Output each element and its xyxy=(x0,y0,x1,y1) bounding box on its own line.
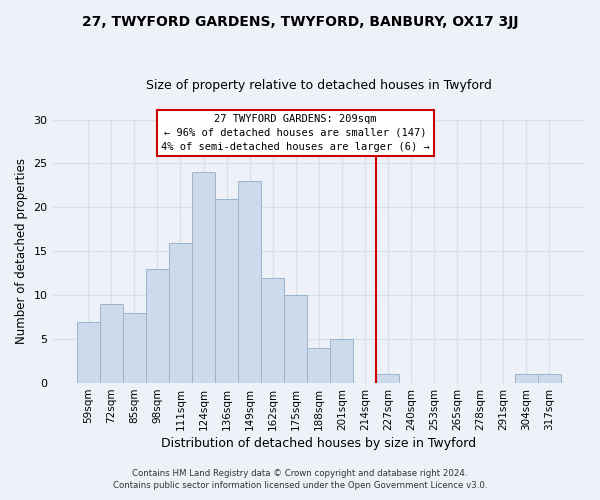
Bar xyxy=(284,295,307,383)
Bar xyxy=(515,374,538,383)
X-axis label: Distribution of detached houses by size in Twyford: Distribution of detached houses by size … xyxy=(161,437,476,450)
Bar xyxy=(238,181,261,383)
Bar xyxy=(215,198,238,383)
Bar xyxy=(169,242,192,383)
Y-axis label: Number of detached properties: Number of detached properties xyxy=(15,158,28,344)
Bar xyxy=(376,374,400,383)
Text: 27, TWYFORD GARDENS, TWYFORD, BANBURY, OX17 3JJ: 27, TWYFORD GARDENS, TWYFORD, BANBURY, O… xyxy=(82,15,518,29)
Bar xyxy=(192,172,215,383)
Bar xyxy=(100,304,123,383)
Bar xyxy=(330,339,353,383)
Title: Size of property relative to detached houses in Twyford: Size of property relative to detached ho… xyxy=(146,79,492,92)
Bar xyxy=(261,278,284,383)
Bar xyxy=(77,322,100,383)
Bar xyxy=(123,313,146,383)
Bar xyxy=(538,374,561,383)
Bar xyxy=(146,269,169,383)
Text: Contains HM Land Registry data © Crown copyright and database right 2024.
Contai: Contains HM Land Registry data © Crown c… xyxy=(113,468,487,490)
Text: 27 TWYFORD GARDENS: 209sqm
← 96% of detached houses are smaller (147)
4% of semi: 27 TWYFORD GARDENS: 209sqm ← 96% of deta… xyxy=(161,114,430,152)
Bar xyxy=(307,348,330,383)
